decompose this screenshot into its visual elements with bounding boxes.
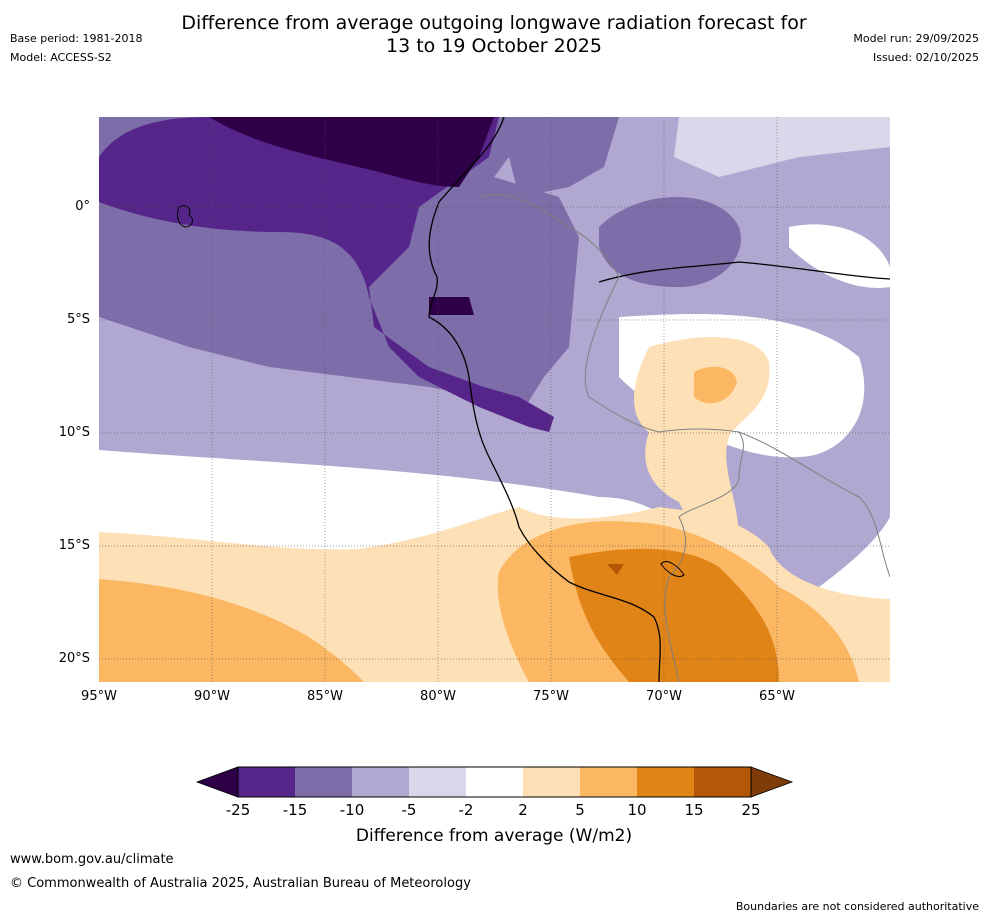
colorbar-tick-minus10: -10: [339, 801, 365, 819]
galapagos-islands: [176, 205, 193, 228]
anomaly-band-below-minus25: [209, 117, 494, 187]
colorbar-tick-plus10: 10: [627, 801, 647, 819]
anomaly-patch-north: [499, 117, 619, 197]
anomaly-band-minus25-minus15: [99, 117, 554, 432]
model-run: Model run: 29/09/2025: [853, 32, 979, 45]
lat-label-10s: 10°S: [58, 425, 90, 440]
lat-label-15s: 15°S: [58, 538, 90, 553]
lon-label-70w: 70°W: [646, 689, 682, 704]
colorbar-segment-plus5-plus10: [580, 767, 637, 797]
boundary-disclaimer: Boundaries are not considered authoritat…: [735, 900, 979, 913]
lon-label-95w: 95°W: [81, 689, 117, 704]
colorbar-tick-minus15: -15: [282, 801, 308, 819]
lon-label-85w: 85°W: [307, 689, 343, 704]
copyright-text: © Commonwealth of Australia 2025, Austra…: [10, 876, 471, 891]
lon-label-65w: 65°W: [759, 689, 795, 704]
anomaly-white-region-northeast: [789, 224, 890, 288]
colorbar-arrow-low: [195, 766, 239, 798]
colorbar: [195, 766, 794, 798]
colorbar-frame: [237, 766, 752, 798]
national-boundary-south: [658, 428, 744, 682]
title-line-2: 13 to 19 October 2025: [386, 35, 602, 57]
anomaly-dark-patch-coast: [429, 297, 474, 315]
lon-label-75w: 75°W: [533, 689, 569, 704]
lon-label-80w: 80°W: [420, 689, 456, 704]
national-boundary: [478, 193, 660, 433]
anomaly-patch-northeast: [599, 197, 741, 287]
anomaly-band-plus10-plus15: [569, 548, 779, 682]
website-link[interactable]: www.bom.gov.au/climate: [10, 852, 174, 867]
colorbar-segment-plus15-plus25: [694, 767, 751, 797]
colorbar-tick-minus25: -25: [225, 801, 251, 819]
colorbar-segment-plus2-plus5: [523, 767, 580, 797]
model-name: Model: ACCESS-S2: [10, 51, 112, 64]
anomaly-band-plus5-plus10: [99, 579, 364, 682]
colorbar-title: Difference from average (W/m2): [355, 826, 633, 846]
lat-label-20s: 20°S: [58, 651, 90, 666]
colorbar-arrow-high: [750, 766, 794, 798]
anomaly-orange-patch-east: [694, 366, 737, 404]
colorbar-segment-minus25-minus15: [238, 767, 295, 797]
chart-title: Difference from average outgoing longwav…: [0, 12, 988, 58]
colorbar-tick-plus15: 15: [684, 801, 704, 819]
colorbar-segment-minus10-minus5: [352, 767, 409, 797]
lon-label-90w: 90°W: [194, 689, 230, 704]
base-period: Base period: 1981-2018: [10, 32, 143, 45]
lake-titicaca: [660, 561, 685, 578]
colorbar-segment-plus10-plus15: [637, 767, 694, 797]
anomaly-light-orange-east: [634, 337, 770, 543]
colorbar-tick-minus5: -5: [401, 801, 417, 819]
olr-anomaly-map: [99, 117, 890, 682]
coastline: [428, 117, 661, 682]
national-boundary-east: [738, 431, 890, 578]
amazon-river: [598, 261, 890, 283]
colorbar-tick-plus2: 2: [518, 801, 528, 819]
colorbar-segment-minus5-minus2: [409, 767, 466, 797]
colorbar-segment-minus2-plus2: [466, 767, 523, 797]
title-line-1: Difference from average outgoing longwav…: [181, 12, 807, 34]
issued-date: Issued: 02/10/2025: [872, 51, 979, 64]
colorbar-tick-plus25: 25: [741, 801, 761, 819]
anomaly-band-plus15-plus25: [607, 564, 624, 575]
colorbar-segment-minus15-minus10: [295, 767, 352, 797]
gridlines: [99, 117, 890, 682]
lat-label-0: 0°: [75, 199, 90, 214]
colorbar-tick-minus2: -2: [458, 801, 474, 819]
lat-label-5s: 5°S: [66, 312, 90, 327]
colorbar-tick-plus5: 5: [575, 801, 585, 819]
